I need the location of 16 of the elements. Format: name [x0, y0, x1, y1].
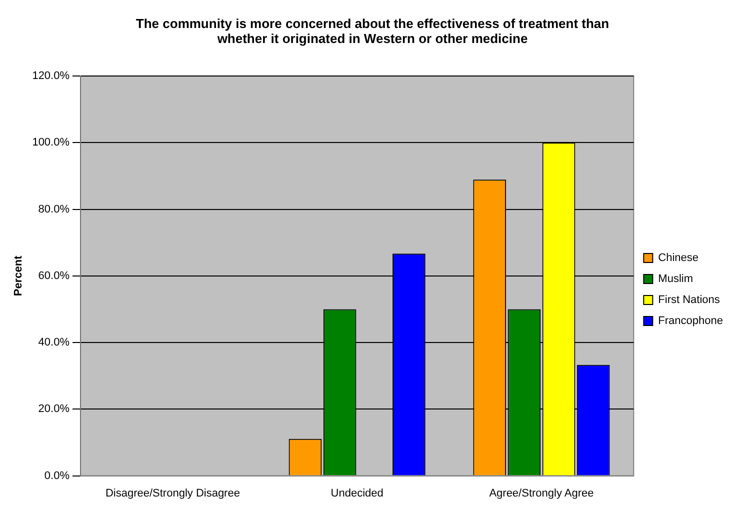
y-tick-label: 20.0%: [38, 403, 70, 416]
y-tick-label: 60.0%: [38, 270, 70, 282]
legend-label: Chinese: [658, 252, 699, 264]
legend-label: First Nations: [658, 294, 720, 306]
y-tick-label: 0.0%: [44, 470, 70, 482]
legend-label: Francophone: [658, 315, 724, 328]
y-tick-label: 120.0%: [32, 70, 70, 82]
x-tick-label: Undecided: [330, 487, 384, 500]
y-tick-label: 40.0%: [38, 336, 70, 349]
y-tick-label: 80.0%: [38, 203, 70, 216]
y-axis-title: Percent: [12, 255, 25, 296]
legend-label: Muslim: [658, 273, 694, 286]
x-tick-label: Disagree/Strongly Disagree: [105, 487, 240, 500]
x-tick-label: Agree/Strongly Agree: [489, 487, 594, 500]
y-tick-label: 100.0%: [32, 136, 70, 149]
chart-title: The community is more concerned about the effectiveness of treatment than whether it originated in Western or other medicine: [134, 15, 610, 48]
